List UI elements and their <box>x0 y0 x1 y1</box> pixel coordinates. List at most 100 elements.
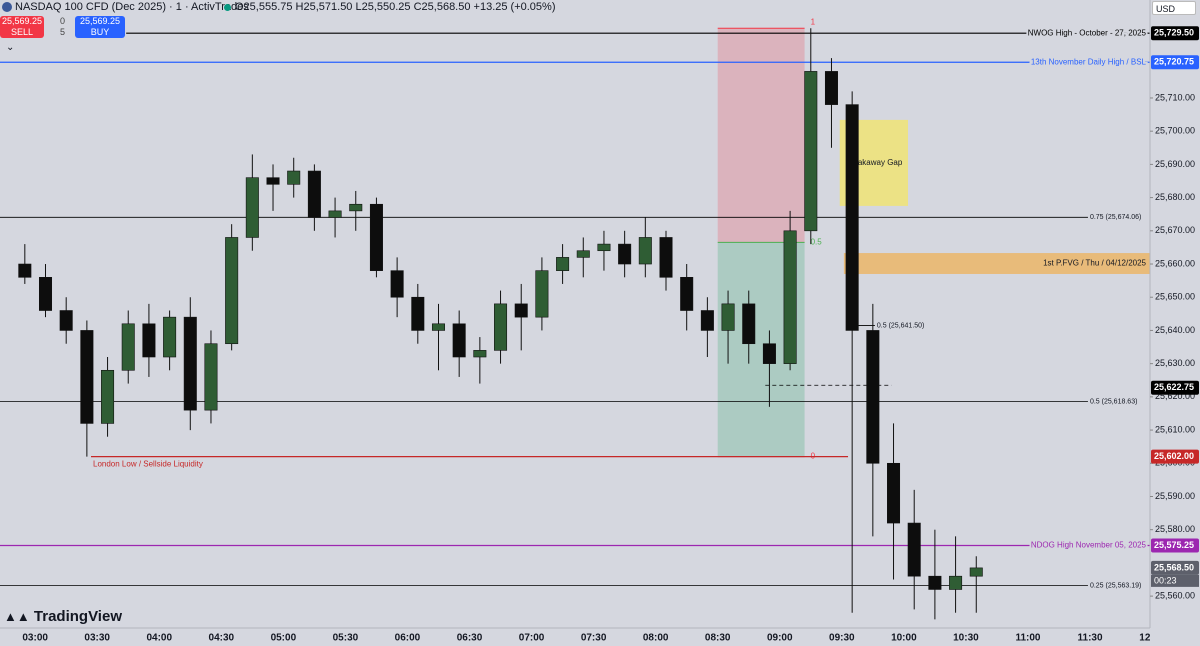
price-tag-extension <box>1151 574 1199 587</box>
candle-body <box>18 263 32 278</box>
x-tick-label: 03:30 <box>84 633 110 644</box>
candle-body <box>762 343 776 364</box>
y-tick-label: 25,610.00 <box>1155 424 1195 434</box>
y-tick-label: 25,640.00 <box>1155 325 1195 335</box>
sell-price: 25,569.25 <box>1 16 43 26</box>
level-label: 0.5 (25,641.50) <box>877 322 924 329</box>
price-tag-label: 25,575.25 <box>1154 540 1194 550</box>
candle-body <box>183 316 197 411</box>
y-tick-label: 25,700.00 <box>1155 126 1195 136</box>
price-tag <box>1151 55 1199 70</box>
x-tick-label: 11:30 <box>1078 633 1103 644</box>
x-tick-label: 10:00 <box>891 633 917 644</box>
logo-mark: ▲▲ <box>4 609 30 624</box>
buy-label: BUY <box>90 27 110 37</box>
x-tick-label: 10:30 <box>953 633 979 644</box>
candle-body <box>659 237 673 278</box>
candle-body <box>473 350 487 358</box>
candle-body <box>225 237 239 345</box>
candle-body <box>887 462 901 524</box>
x-tick-label: 07:00 <box>519 633 545 644</box>
candle-body <box>576 250 590 258</box>
y-tick-label: 25,630.00 <box>1155 358 1195 368</box>
candle-body <box>38 277 53 311</box>
candle-body <box>411 296 425 331</box>
level-label: 0.75 (25,674.06) <box>1090 214 1141 221</box>
price-tag-label: 25,568.50 <box>1154 562 1194 572</box>
candle-body <box>824 71 838 105</box>
x-tick-label: 08:00 <box>643 633 669 644</box>
y-tick-label: 25,580.00 <box>1155 524 1195 534</box>
y-tick-label: 25,680.00 <box>1155 192 1195 202</box>
candle-body <box>266 177 280 185</box>
candle-body <box>680 277 694 311</box>
position-level-label: 1 <box>811 17 816 26</box>
candle-body <box>142 323 156 358</box>
collapse-chevron[interactable]: ⌄ <box>6 42 15 53</box>
zone-label: Breakaway Gap <box>845 158 902 167</box>
y-tick-label: 25,590.00 <box>1155 491 1195 501</box>
countdown: 00:23 <box>1154 575 1177 585</box>
candle-body <box>390 270 404 298</box>
time-axis-bg <box>0 628 1200 646</box>
candle-body <box>163 316 177 358</box>
candle-body <box>535 270 549 318</box>
candle-body <box>307 170 321 218</box>
price-tag-label: 25,602.00 <box>1154 451 1194 461</box>
candle-body <box>928 575 942 590</box>
y-tick-label: 25,670.00 <box>1155 225 1195 235</box>
status-dot <box>224 4 231 11</box>
price-tag <box>1151 449 1199 464</box>
buy-price: 25,569.25 <box>79 16 121 26</box>
candle-body <box>949 575 963 590</box>
brand-logo: ▲▲ TradingView <box>4 608 122 625</box>
level-label: 13th November Daily High / BSL <box>1031 57 1147 66</box>
candle-body <box>866 330 880 464</box>
candle-body <box>597 243 611 252</box>
candle-body <box>431 323 445 331</box>
price-tag-label: 25,622.75 <box>1154 382 1194 392</box>
spread-bottom: 5 <box>60 27 66 37</box>
x-tick-label: 09:30 <box>829 633 855 644</box>
x-tick-label: 05:30 <box>333 633 359 644</box>
candle-body <box>245 177 259 238</box>
candle-body <box>494 303 508 351</box>
zone-box <box>717 28 805 243</box>
x-tick-label: 09:00 <box>767 633 793 644</box>
candle-body <box>783 230 797 364</box>
level-label: NWOG High - October - 27, 2025 <box>1028 28 1147 37</box>
x-tick-label: 07:30 <box>581 633 607 644</box>
level-label: 0.5 (25,618.63) <box>1090 398 1137 405</box>
y-tick-label: 25,650.00 <box>1155 292 1195 302</box>
candle-body <box>907 522 921 577</box>
candle-body <box>287 170 301 185</box>
spread-top: 0 <box>60 16 66 26</box>
candle-body <box>101 369 115 424</box>
position-level-label: 0.5 <box>811 238 823 247</box>
candle-body <box>204 343 218 411</box>
candle-body <box>121 323 135 371</box>
price-tag <box>1151 560 1199 575</box>
candle-body <box>80 330 94 424</box>
candle-body <box>742 303 756 345</box>
candle-body <box>804 71 818 232</box>
candle-body <box>349 203 363 212</box>
y-tick-label: 25,660.00 <box>1155 258 1195 268</box>
price-tag <box>1151 26 1199 41</box>
candle-body <box>452 323 466 358</box>
flag-icon <box>2 2 12 12</box>
zone-label: 1st P.FVG / Thu / 04/12/2025 <box>1043 259 1146 268</box>
brand-text: TradingView <box>33 608 122 625</box>
x-tick-label: 06:30 <box>457 633 483 644</box>
sell-button[interactable]: 25,569.25 SELL <box>0 16 44 38</box>
candle-body <box>969 567 983 577</box>
buy-button[interactable]: 25,569.25 BUY <box>75 16 125 38</box>
currency-select[interactable]: USD <box>1152 1 1196 15</box>
y-tick-label: 25,560.00 <box>1155 590 1195 600</box>
symbol[interactable]: NASDAQ 100 CFD (Dec 2025) · 1 · ActivTra… <box>15 1 249 13</box>
price-tag <box>1151 380 1199 395</box>
sell-label: SELL <box>10 27 34 37</box>
